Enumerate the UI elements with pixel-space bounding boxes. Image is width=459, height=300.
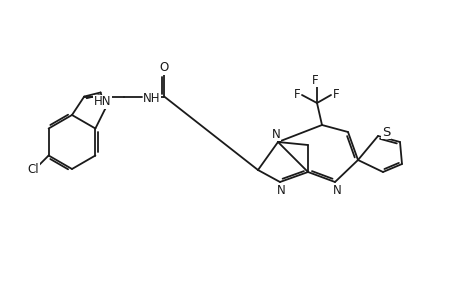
Text: F: F <box>332 88 339 100</box>
Text: F: F <box>311 74 318 86</box>
Text: NH: NH <box>143 92 160 105</box>
Text: N: N <box>276 184 285 196</box>
Text: HN: HN <box>93 95 111 108</box>
Text: O: O <box>159 61 168 74</box>
Text: N: N <box>271 128 280 140</box>
Text: N: N <box>332 184 341 196</box>
Text: Cl: Cl <box>28 163 39 176</box>
Text: F: F <box>293 88 300 100</box>
Text: S: S <box>381 125 389 139</box>
